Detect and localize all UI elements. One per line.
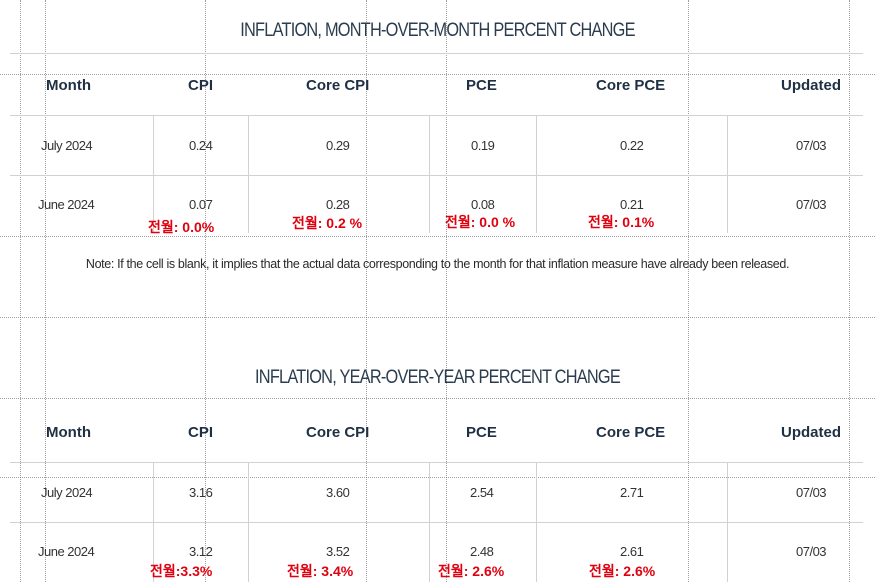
col-header-cpi: CPI	[188, 424, 214, 441]
annotation-core-cpi: 전월: 3.4%	[287, 563, 354, 579]
annotation-pce: 전월: 0.0 %	[445, 214, 516, 230]
grid-line	[0, 74, 875, 75]
annotation-core-cpi: 전월: 0.2 %	[292, 215, 363, 231]
footnote: Note: If the cell is blank, it implies t…	[85, 257, 790, 271]
grid-line	[45, 0, 46, 582]
grid-line	[0, 236, 875, 237]
divider	[536, 115, 537, 233]
cell-pce: 2.54	[470, 485, 494, 500]
annotation-pce: 전월: 2.6%	[438, 563, 505, 579]
grid-line	[0, 317, 875, 318]
grid-line	[20, 0, 21, 582]
divider	[10, 53, 863, 54]
mom-table-title: INFLATION, MONTH-OVER-MONTH PERCENT CHAN…	[240, 20, 635, 41]
col-header-core-cpi: Core CPI	[306, 77, 370, 94]
cell-cpi: 0.07	[189, 197, 213, 212]
col-header-pce: PCE	[466, 77, 497, 94]
grid-line	[446, 0, 447, 582]
cell-core-pce: 0.21	[620, 197, 644, 212]
divider	[153, 115, 154, 233]
divider	[248, 115, 249, 233]
cell-updated: 07/03	[796, 544, 827, 559]
divider	[10, 462, 863, 463]
cell-month: June 2024	[38, 544, 95, 559]
cell-month: July 2024	[41, 485, 93, 500]
col-header-updated: Updated	[781, 424, 841, 441]
divider	[429, 115, 430, 233]
grid-line	[0, 398, 875, 399]
col-header-updated: Updated	[781, 77, 841, 94]
cell-month: June 2024	[38, 197, 95, 212]
cell-core-cpi: 3.52	[326, 544, 350, 559]
annotation-cpi: 전월:3.3%	[150, 563, 213, 579]
grid-line	[205, 0, 206, 582]
cell-updated: 07/03	[796, 197, 827, 212]
divider	[727, 115, 728, 233]
divider	[10, 175, 863, 176]
grid-line	[0, 477, 875, 478]
divider	[10, 115, 863, 116]
cell-core-cpi: 3.60	[326, 485, 350, 500]
annotation-core-pce: 전월: 0.1%	[588, 214, 655, 230]
divider	[10, 522, 863, 523]
cell-core-pce: 2.61	[620, 544, 644, 559]
grid-line	[849, 0, 850, 582]
cell-pce: 0.08	[471, 197, 495, 212]
col-header-month: Month	[46, 77, 91, 94]
col-header-cpi: CPI	[188, 77, 214, 94]
cell-core-cpi: 0.28	[326, 197, 350, 212]
cell-pce: 0.19	[471, 138, 495, 153]
annotation-core-pce: 전월: 2.6%	[589, 563, 656, 579]
cell-cpi: 3.16	[189, 485, 213, 500]
cell-updated: 07/03	[796, 138, 827, 153]
cell-cpi: 0.24	[189, 138, 213, 153]
grid-line	[688, 0, 689, 582]
cell-pce: 2.48	[470, 544, 494, 559]
cell-core-pce: 2.71	[620, 485, 644, 500]
col-header-core-pce: Core PCE	[596, 77, 666, 94]
cell-updated: 07/03	[796, 485, 827, 500]
cell-month: July 2024	[41, 138, 93, 153]
cell-core-cpi: 0.29	[326, 138, 350, 153]
yoy-table-title: INFLATION, YEAR-OVER-YEAR PERCENT CHANGE	[255, 367, 621, 388]
col-header-month: Month	[46, 424, 91, 441]
col-header-pce: PCE	[466, 424, 497, 441]
grid-line	[366, 0, 367, 582]
cell-core-pce: 0.22	[620, 138, 644, 153]
annotation-cpi: 전월: 0.0%	[148, 219, 215, 235]
col-header-core-pce: Core PCE	[596, 424, 666, 441]
cell-cpi: 3.12	[189, 544, 213, 559]
col-header-core-cpi: Core CPI	[306, 424, 370, 441]
